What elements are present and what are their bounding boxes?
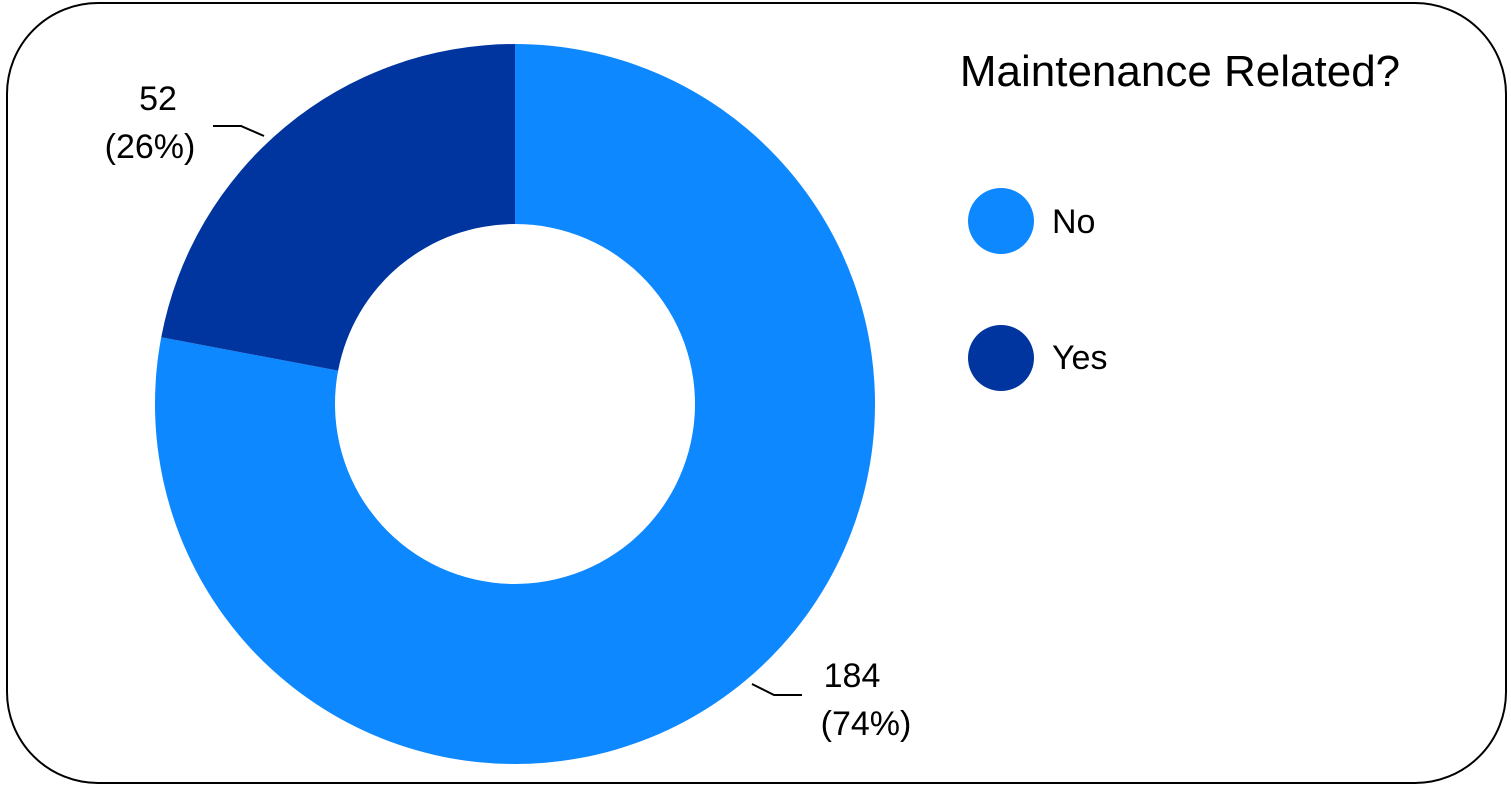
donut-slices <box>154 44 876 764</box>
chart-title: Maintenance Related? <box>960 47 1400 96</box>
data-label-yes-value: 52 <box>139 80 177 118</box>
data-label-no-value: 184 <box>824 657 881 695</box>
data-label-no-percent: (74%) <box>821 705 912 743</box>
leader-line-no <box>751 683 802 696</box>
leader-lines <box>213 125 802 696</box>
leader-line-yes <box>213 125 265 137</box>
slice-no <box>154 44 876 764</box>
slice-yes <box>161 44 516 371</box>
legend-swatch-no <box>968 188 1034 254</box>
legend-swatch-yes <box>968 325 1034 391</box>
data-label-yes-percent: (26%) <box>105 128 196 166</box>
legend-label-no: No <box>1052 203 1095 241</box>
legend-label-yes: Yes <box>1052 339 1107 377</box>
